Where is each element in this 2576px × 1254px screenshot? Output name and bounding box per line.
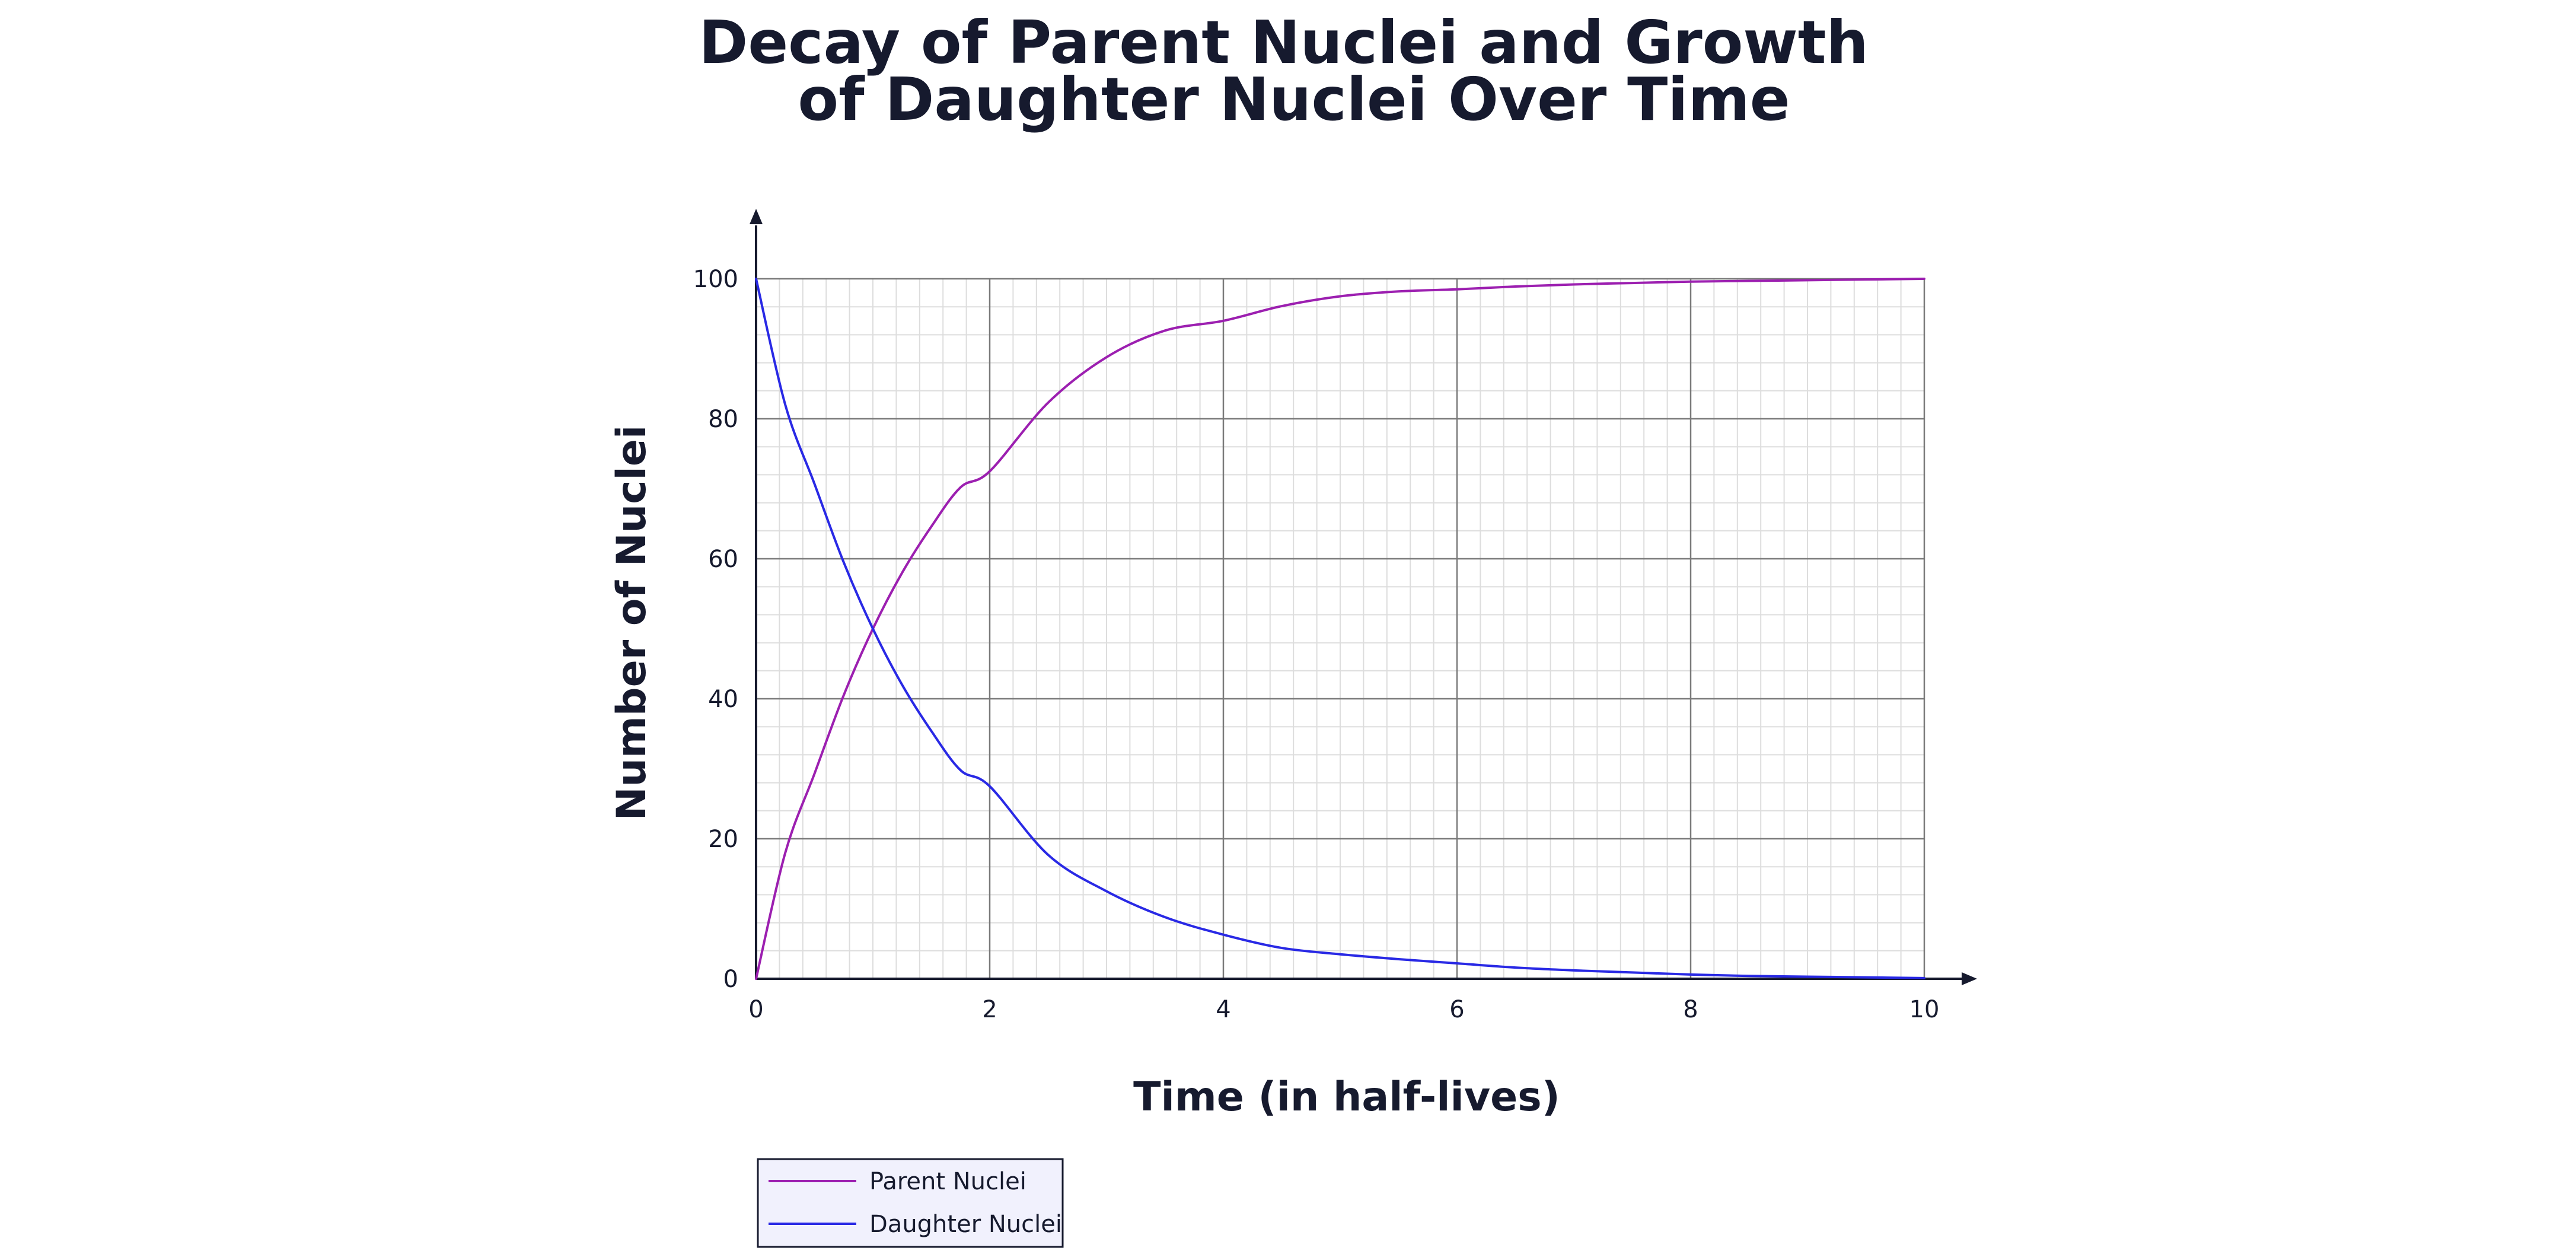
x-tick-label: 10 xyxy=(1909,996,1940,1023)
chart-title-line-1: Decay of Parent Nuclei and Growth xyxy=(699,8,1868,77)
x-tick-label: 6 xyxy=(1449,996,1464,1023)
chart-title: Decay of Parent Nuclei and Growth of Dau… xyxy=(699,8,1889,134)
x-axis-arrowhead xyxy=(1962,972,1977,985)
legend-box xyxy=(757,1158,1064,1248)
x-tick-label: 2 xyxy=(982,996,997,1023)
series-line-daughter-nuclei xyxy=(755,278,1925,979)
y-tick-label: 80 xyxy=(708,406,738,433)
y-tick-label: 100 xyxy=(693,266,738,293)
legend: Parent Nuclei Daughter Nuclei xyxy=(757,1158,1064,1248)
y-tick-label: 20 xyxy=(708,826,738,853)
y-axis-label: Number of Nuclei xyxy=(608,425,655,821)
chart-title-line-2: of Daughter Nuclei Over Time xyxy=(798,65,1790,134)
x-tick-label: 4 xyxy=(1216,996,1230,1023)
y-tick-label: 40 xyxy=(708,686,738,713)
y-axis-arrowhead xyxy=(750,209,763,224)
y-tick-label: 0 xyxy=(723,966,738,993)
x-tick-label: 8 xyxy=(1683,996,1698,1023)
series-line-parent-nuclei xyxy=(755,278,1925,980)
x-tick-label: 0 xyxy=(748,996,763,1023)
x-axis-label: Time (in half-lives) xyxy=(1133,1074,1560,1121)
legend-label-daughter-nuclei: Daughter Nuclei xyxy=(869,1211,1062,1238)
legend-label-parent-nuclei: Parent Nuclei xyxy=(869,1168,1026,1195)
y-tick-label: 60 xyxy=(708,546,738,573)
